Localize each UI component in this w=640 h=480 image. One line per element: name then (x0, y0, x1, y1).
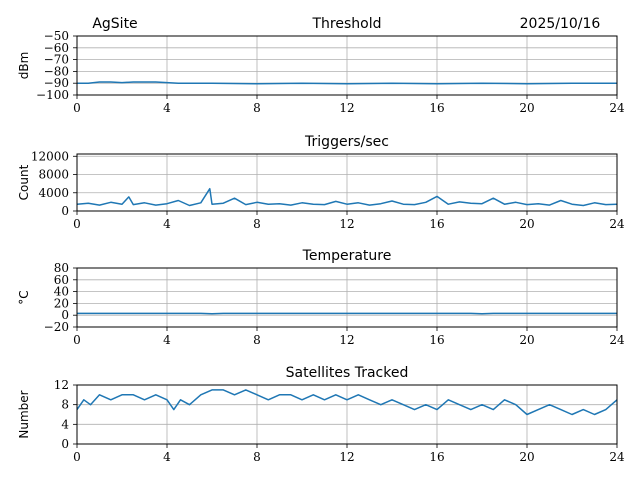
satellites-x-tick-label-2: 8 (253, 450, 261, 464)
satellites-panel: 0 4 8 12 16 20 24 0 4 8 12 Satellites Tracked Number (17, 365, 625, 464)
triggers-x-tick-label-3: 12 (339, 217, 354, 231)
satellites-x-tick-label-3: 12 (339, 450, 354, 464)
temperature-title: Temperature (302, 248, 392, 264)
threshold-y-tick-label-5: −50 (44, 29, 69, 43)
temperature-x-tick-label-2: 8 (253, 333, 261, 347)
temperature-y-tick-label-5: 80 (54, 261, 69, 275)
threshold-x-tick-label-6: 24 (609, 101, 625, 115)
triggers-x-tick-label-1: 4 (163, 217, 171, 231)
temperature-y-tick-label-1: 0 (61, 308, 69, 322)
threshold-series-line (77, 81, 617, 85)
threshold-panel: 0 4 8 12 16 20 24 −100−90−80−70−60−50 Threshold d… (17, 16, 625, 115)
temperature-x-tick-label-1: 4 (163, 333, 171, 347)
temperature-y-tick-label-0: −20 (44, 320, 69, 334)
satellites-x-tick-label-6: 24 (609, 450, 625, 464)
triggers-series-line (76, 187, 618, 207)
satellites-y-tick-label-3: 12 (54, 378, 69, 392)
threshold-x-tick-label-0: 0 (73, 101, 81, 115)
satellites-title: Satellites Tracked (286, 365, 409, 381)
satellites-y-axis-label: Number (17, 390, 31, 438)
threshold-x-tick-label-5: 20 (519, 101, 534, 115)
threshold-y-tick-label-3: −70 (44, 53, 69, 67)
triggers-x-tick-label-0: 0 (73, 217, 81, 231)
temperature-x-tick-label-5: 20 (519, 333, 534, 347)
threshold-y-axis-label: dBm (17, 52, 31, 80)
triggers-y-tick-label-3: 12000 (31, 149, 69, 163)
satellites-x-tick-label-1: 4 (163, 450, 171, 464)
threshold-y-tick-label-1: −90 (44, 76, 69, 90)
triggers-x-tick-label-4: 16 (429, 217, 444, 231)
triggers-y-tick-label-2: 8000 (38, 168, 69, 182)
temperature-x-tick-label-4: 16 (429, 333, 444, 347)
satellites-series-line (76, 389, 618, 416)
threshold-x-tick-label-4: 16 (429, 101, 444, 115)
threshold-x-tick-label-3: 12 (339, 101, 354, 115)
satellites-y-tick-label-2: 8 (61, 398, 69, 412)
threshold-y-tick-label-4: −60 (44, 41, 69, 55)
satellites-y-tick-label-1: 4 (61, 417, 69, 431)
temperature-y-axis-label: °C (17, 290, 31, 304)
satellites-x-tick-label-5: 20 (519, 450, 534, 464)
triggers-y-axis-label: Count (17, 164, 31, 200)
temperature-y-tick-label-3: 40 (54, 285, 69, 299)
triggers-x-tick-label-2: 8 (253, 217, 261, 231)
triggers-x-tick-label-5: 20 (519, 217, 534, 231)
temperature-x-tick-label-0: 0 (73, 333, 81, 347)
threshold-x-tick-label-1: 4 (163, 101, 171, 115)
triggers-y-tick-label-0: 0 (61, 204, 69, 218)
temperature-x-tick-label-3: 12 (339, 333, 354, 347)
satellites-y-tick-label-0: 0 (61, 437, 69, 451)
temperature-x-tick-label-6: 24 (609, 333, 625, 347)
temperature-y-tick-label-2: 20 (54, 296, 69, 310)
triggers-x-tick-label-6: 24 (609, 217, 625, 231)
threshold-title: Threshold (312, 16, 382, 32)
threshold-y-tick-label-0: −100 (36, 88, 69, 102)
triggers-panel: 0 4 8 12 16 20 24 0 4000 8000 12000 Triggers/sec Cou… (17, 134, 625, 231)
threshold-y-tick-label-2: −80 (44, 64, 69, 78)
site-name: AgSite (92, 16, 137, 32)
threshold-x-tick-label-2: 8 (253, 101, 261, 115)
triggers-y-tick-label-1: 4000 (38, 186, 69, 200)
satellites-x-tick-label-0: 0 (73, 450, 81, 464)
satellites-x-tick-label-4: 16 (429, 450, 444, 464)
triggers-title: Triggers/sec (304, 134, 389, 150)
report-date: 2025/10/16 (520, 16, 601, 32)
temperature-y-tick-label-4: 60 (54, 273, 69, 287)
plot-panels: 0 4 8 12 16 20 24 −100−90−80−70−60−50 Threshold d… (17, 16, 625, 464)
